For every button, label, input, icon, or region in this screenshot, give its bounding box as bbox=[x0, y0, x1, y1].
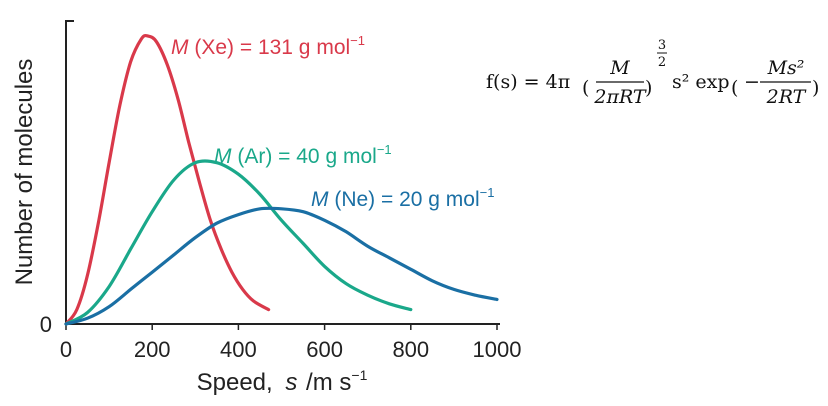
series-line-xe bbox=[64, 33, 271, 326]
formula-mid: s² exp bbox=[672, 71, 730, 93]
series-label-ar-exp: −1 bbox=[377, 142, 392, 157]
formula-paren-right-2: ) bbox=[812, 77, 819, 99]
series-label-ne-symbol: M bbox=[311, 188, 329, 211]
series-label-ne-text: (Ne) = 20 g mol bbox=[329, 188, 480, 211]
formula-num2: Ms² bbox=[767, 57, 805, 79]
x-tick-label-400: 400 bbox=[220, 337, 257, 362]
series-label-ar: M (Ar) = 40 g mol−1 bbox=[214, 142, 392, 168]
series-label-ne-exp: −1 bbox=[480, 185, 495, 200]
formula-paren-left-1: ( bbox=[582, 77, 589, 99]
series-lines bbox=[64, 33, 499, 326]
series-line-ar bbox=[64, 159, 413, 326]
series-label-ar-symbol: M bbox=[214, 145, 232, 168]
y-zero-label: 0 bbox=[40, 312, 52, 337]
maxwell-boltzmann-formula: f(s) = 4π ( M 2πRT ) 3 2 s² exp ( − Ms² … bbox=[486, 38, 819, 108]
formula-num1: M bbox=[609, 57, 630, 79]
formula-exp-den: 2 bbox=[658, 55, 666, 70]
formula-lhs: f(s) = 4π bbox=[486, 71, 570, 93]
x-tick-label-1000: 1000 bbox=[473, 337, 522, 362]
x-axis-label-symbol: s bbox=[285, 369, 297, 396]
y-axis-label: Number of molecules bbox=[11, 59, 38, 286]
series-label-xe-exp: −1 bbox=[350, 33, 365, 48]
x-axis-label-unit-exp: −1 bbox=[351, 367, 367, 383]
x-axis-label: Speed, s /m s−1 bbox=[197, 367, 368, 396]
series-label-ne: M (Ne) = 20 g mol−1 bbox=[311, 185, 494, 211]
formula-den2: 2RT bbox=[766, 86, 807, 108]
x-ticks: 0 200 400 600 800 1000 bbox=[60, 324, 522, 362]
formula-paren-right-1: ) bbox=[645, 77, 652, 99]
x-axis-label-unit-text: m s bbox=[313, 369, 352, 396]
series-label-xe-text: (Xe) = 131 g mol bbox=[189, 36, 351, 59]
x-tick-label-200: 200 bbox=[134, 337, 171, 362]
formula-den1: 2πRT bbox=[593, 86, 647, 108]
formula-paren-left-2: ( bbox=[731, 77, 738, 99]
x-axis-label-unit: / bbox=[306, 369, 313, 396]
series-line-ne bbox=[64, 206, 499, 326]
series-label-xe-symbol: M bbox=[171, 36, 189, 59]
series-label-xe: M (Xe) = 131 g mol−1 bbox=[171, 33, 365, 59]
series-label-ar-text: (Ar) = 40 g mol bbox=[232, 145, 377, 168]
formula-minus: − bbox=[744, 71, 760, 93]
x-tick-label-600: 600 bbox=[306, 337, 343, 362]
x-axis-label-prefix: Speed, bbox=[197, 369, 273, 396]
formula-exp-num: 3 bbox=[658, 38, 666, 53]
x-tick-label-800: 800 bbox=[392, 337, 429, 362]
x-tick-label-0: 0 bbox=[60, 337, 72, 362]
